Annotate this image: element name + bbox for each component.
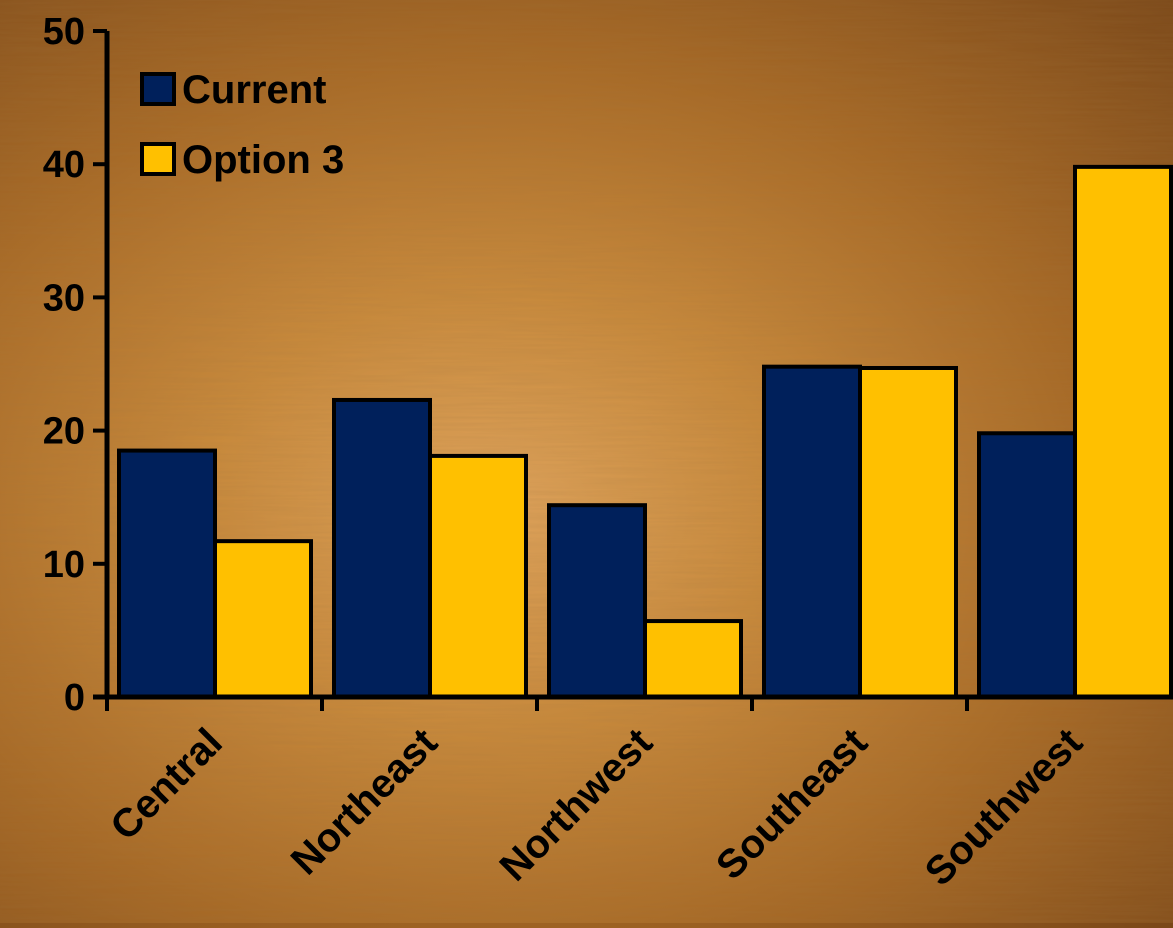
- bar-current-central: [117, 448, 217, 699]
- bar-option-3-central: [213, 539, 313, 699]
- legend: Current Option 3: [140, 68, 344, 182]
- legend-label-option-3: Option 3: [182, 138, 344, 182]
- bar-option-3-northeast: [428, 453, 528, 699]
- y-tick-label: 20: [43, 411, 85, 453]
- y-tick-label: 40: [43, 144, 85, 186]
- y-tick-label: 50: [43, 11, 85, 53]
- bar-option-3-northwest: [643, 619, 743, 699]
- y-tick-label: 30: [43, 277, 85, 319]
- bar-option-3-southeast: [858, 365, 958, 699]
- bars-group: [117, 164, 1173, 699]
- legend-swatch-option-3: [140, 142, 176, 176]
- bar-option-3-southwest: [1073, 164, 1173, 699]
- bar-current-southeast: [762, 364, 862, 699]
- bar-current-southwest: [977, 431, 1077, 699]
- bar-current-northeast: [332, 397, 432, 699]
- bar-current-northwest: [547, 503, 647, 699]
- legend-swatch-current: [140, 72, 176, 106]
- legend-label-current: Current: [182, 68, 326, 112]
- y-tick-label: 0: [64, 677, 85, 719]
- y-tick-label: 10: [43, 544, 85, 586]
